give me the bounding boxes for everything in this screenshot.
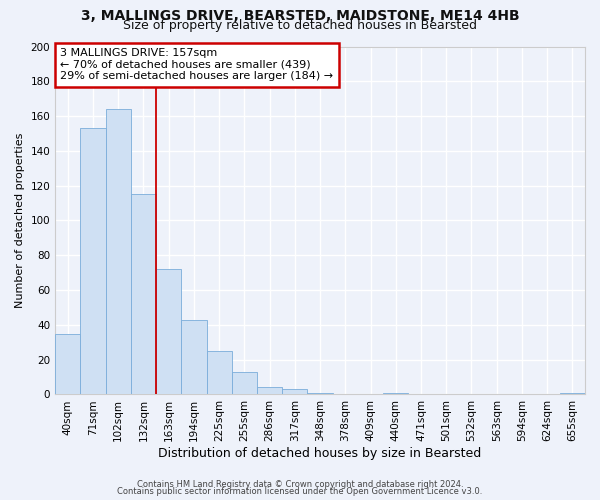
Bar (560, 392, 585, 394)
Bar (232, 372, 257, 394)
Bar (55, 334, 80, 394)
Bar (106, 109, 131, 395)
Bar (282, 389, 307, 394)
Y-axis label: Number of detached properties: Number of detached properties (15, 133, 25, 308)
Bar (206, 351, 232, 395)
X-axis label: Distribution of detached houses by size in Bearsted: Distribution of detached houses by size … (158, 447, 482, 460)
Text: Size of property relative to detached houses in Bearsted: Size of property relative to detached ho… (123, 19, 477, 32)
Bar (131, 194, 156, 394)
Bar (181, 320, 206, 394)
Text: Contains HM Land Registry data © Crown copyright and database right 2024.: Contains HM Land Registry data © Crown c… (137, 480, 463, 489)
Bar (383, 392, 409, 394)
Text: 3 MALLINGS DRIVE: 157sqm
← 70% of detached houses are smaller (439)
29% of semi-: 3 MALLINGS DRIVE: 157sqm ← 70% of detach… (61, 48, 334, 82)
Bar (156, 269, 181, 394)
Text: 3, MALLINGS DRIVE, BEARSTED, MAIDSTONE, ME14 4HB: 3, MALLINGS DRIVE, BEARSTED, MAIDSTONE, … (80, 9, 520, 23)
Bar (257, 388, 282, 394)
Bar (80, 128, 106, 394)
Text: Contains public sector information licensed under the Open Government Licence v3: Contains public sector information licen… (118, 487, 482, 496)
Bar (307, 392, 332, 394)
